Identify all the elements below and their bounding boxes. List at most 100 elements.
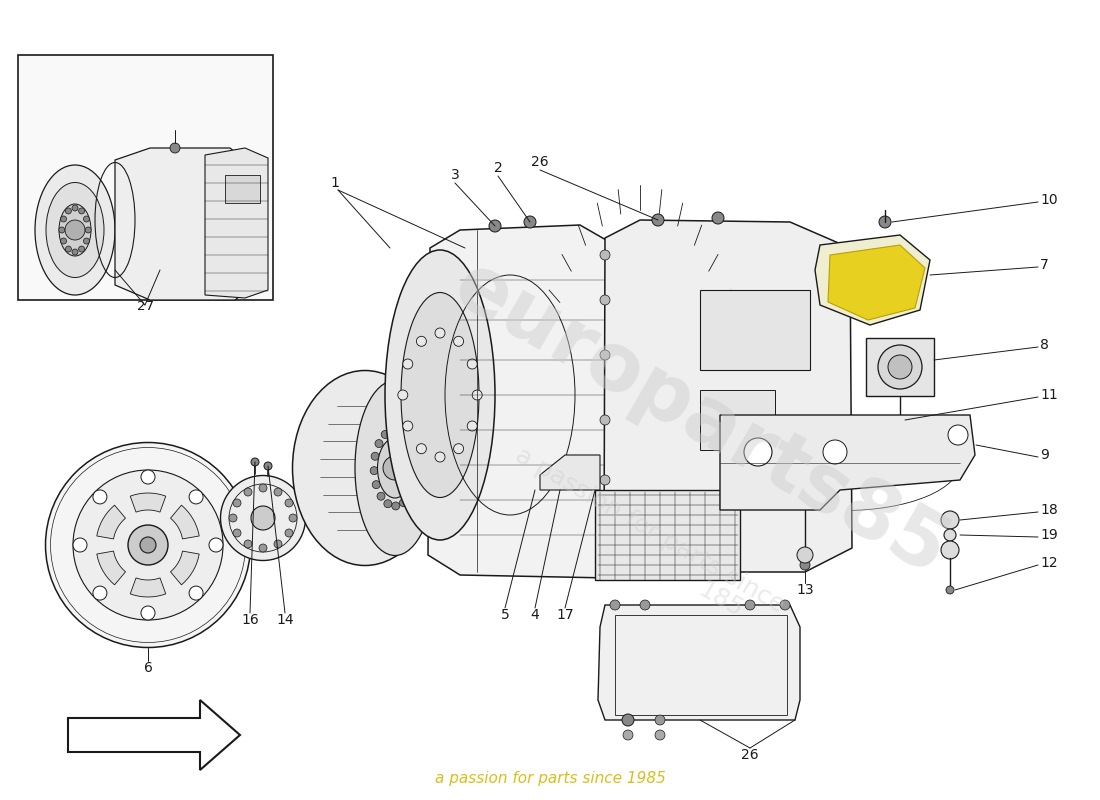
Circle shape [623, 730, 632, 740]
Circle shape [453, 336, 463, 346]
Circle shape [384, 500, 392, 508]
Text: 9: 9 [1040, 448, 1049, 462]
Circle shape [392, 502, 399, 510]
Circle shape [274, 488, 282, 496]
Text: 5: 5 [500, 608, 509, 622]
Polygon shape [205, 148, 268, 298]
Polygon shape [170, 505, 199, 539]
Circle shape [409, 445, 417, 453]
Circle shape [411, 464, 420, 472]
Ellipse shape [46, 182, 104, 278]
Circle shape [84, 216, 89, 222]
Circle shape [274, 540, 282, 548]
Circle shape [92, 490, 107, 504]
Circle shape [798, 547, 813, 563]
Polygon shape [540, 455, 600, 490]
Circle shape [780, 600, 790, 610]
Circle shape [78, 246, 85, 252]
Circle shape [417, 444, 427, 454]
Circle shape [468, 359, 477, 369]
Text: 26: 26 [531, 155, 549, 169]
Circle shape [372, 481, 381, 489]
Text: a passion for parts since 1985: a passion for parts since 1985 [434, 770, 666, 786]
Circle shape [189, 586, 204, 600]
Text: 185: 185 [693, 578, 747, 622]
Circle shape [640, 600, 650, 610]
Circle shape [140, 537, 156, 553]
Circle shape [600, 350, 610, 360]
Circle shape [73, 538, 87, 552]
Circle shape [258, 484, 267, 492]
Circle shape [258, 544, 267, 552]
Circle shape [264, 462, 272, 470]
Circle shape [399, 498, 407, 506]
Ellipse shape [220, 475, 306, 561]
Circle shape [371, 452, 380, 460]
Circle shape [244, 488, 252, 496]
Circle shape [417, 336, 427, 346]
Circle shape [472, 390, 482, 400]
Circle shape [744, 438, 772, 466]
Ellipse shape [35, 165, 116, 295]
Bar [595, 490, 740, 580]
Polygon shape [170, 551, 199, 585]
Circle shape [229, 514, 236, 522]
Circle shape [600, 250, 610, 260]
Circle shape [879, 216, 891, 228]
Ellipse shape [59, 204, 91, 256]
Ellipse shape [293, 370, 438, 566]
Text: 6: 6 [144, 661, 153, 675]
Circle shape [404, 434, 411, 442]
Circle shape [940, 511, 959, 529]
Text: 10: 10 [1040, 193, 1057, 207]
Circle shape [411, 458, 420, 466]
Circle shape [209, 538, 223, 552]
Circle shape [946, 586, 954, 594]
Circle shape [745, 600, 755, 610]
Circle shape [600, 415, 610, 425]
Circle shape [289, 514, 297, 522]
Circle shape [398, 390, 408, 400]
Circle shape [600, 475, 610, 485]
Circle shape [85, 227, 91, 233]
Circle shape [58, 227, 65, 233]
Text: 8: 8 [1040, 338, 1049, 352]
Text: 27: 27 [136, 300, 154, 313]
Text: 11: 11 [1040, 388, 1058, 402]
Circle shape [434, 452, 446, 462]
Circle shape [60, 238, 67, 244]
Circle shape [60, 216, 67, 222]
Circle shape [382, 430, 389, 438]
Polygon shape [815, 235, 930, 325]
Text: 17: 17 [557, 608, 574, 622]
Circle shape [251, 458, 258, 466]
Circle shape [434, 328, 446, 338]
Circle shape [388, 426, 397, 434]
Circle shape [888, 355, 912, 379]
Circle shape [600, 295, 610, 305]
Circle shape [654, 715, 666, 725]
Text: 7: 7 [1040, 258, 1048, 272]
Circle shape [621, 714, 634, 726]
Circle shape [233, 499, 241, 507]
Circle shape [403, 359, 412, 369]
Circle shape [524, 216, 536, 228]
Circle shape [72, 249, 78, 255]
Text: europarts85: europarts85 [439, 247, 961, 593]
Polygon shape [598, 605, 800, 720]
Ellipse shape [45, 442, 251, 647]
Circle shape [141, 606, 155, 620]
Polygon shape [130, 578, 166, 597]
Text: 2: 2 [494, 161, 503, 175]
Text: 14: 14 [276, 613, 294, 627]
Circle shape [468, 421, 477, 431]
Text: 16: 16 [241, 613, 258, 627]
Text: 18: 18 [1040, 503, 1058, 517]
Circle shape [800, 560, 810, 570]
Ellipse shape [385, 250, 495, 540]
Ellipse shape [355, 381, 434, 555]
Text: 12: 12 [1040, 556, 1057, 570]
Text: 3: 3 [451, 168, 460, 182]
Circle shape [285, 529, 293, 537]
Circle shape [453, 444, 463, 454]
